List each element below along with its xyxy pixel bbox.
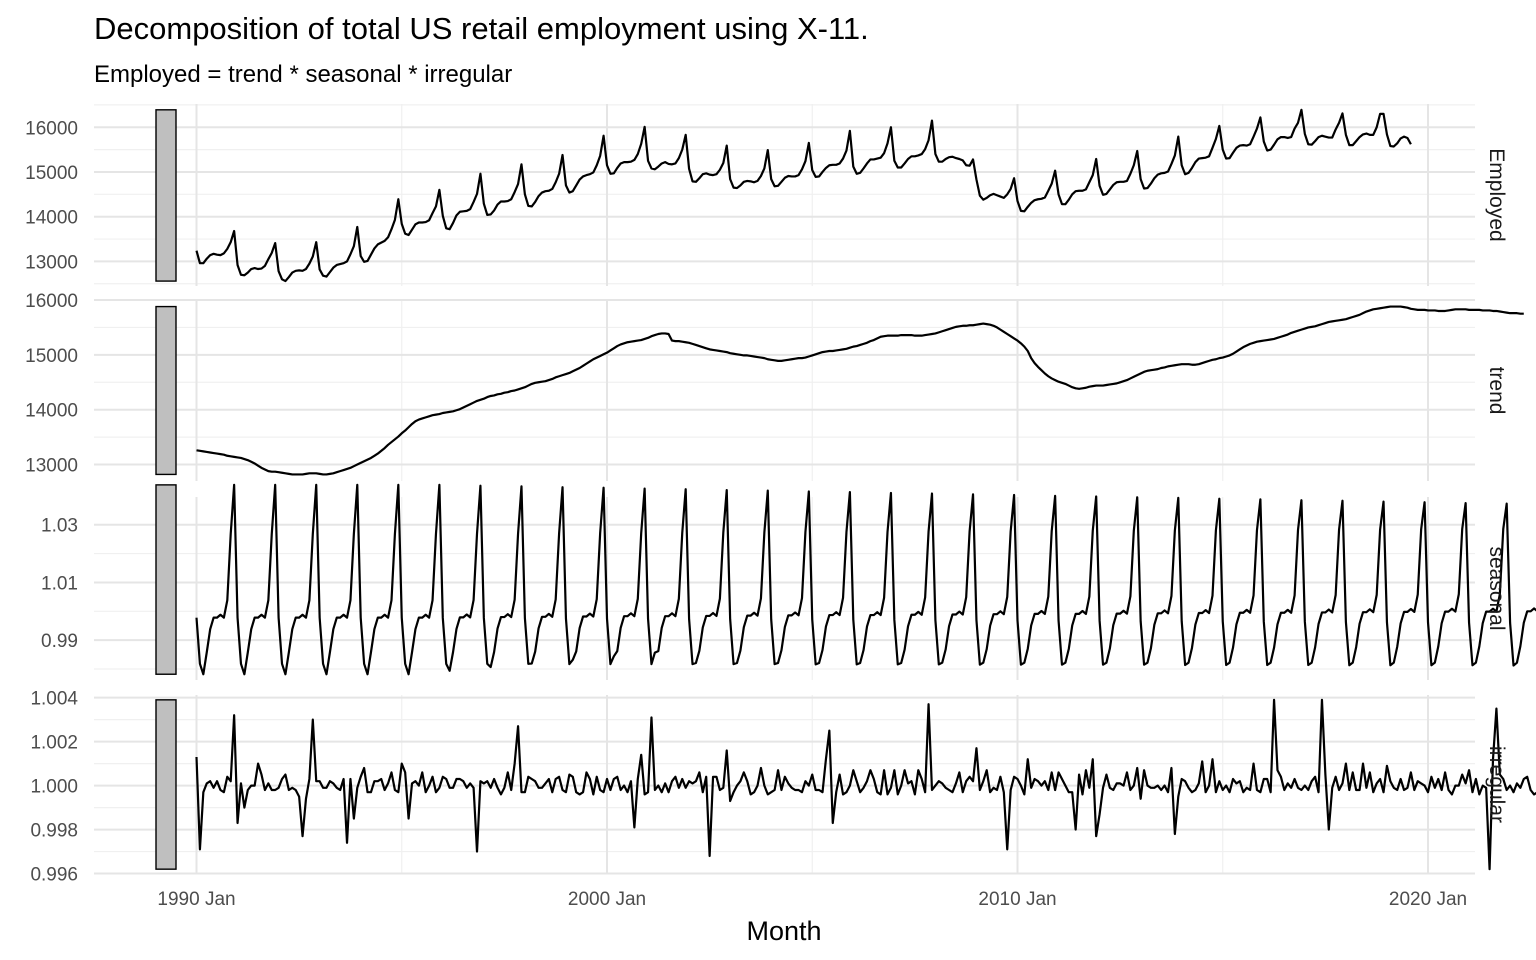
strip-label-seasonal: seasonal (1485, 546, 1508, 630)
y-tick-label: 0.998 (30, 821, 78, 842)
y-tick-label: 13000 (25, 456, 78, 477)
y-tick-label: 1.01 (41, 573, 78, 594)
series-line-irregular (195, 698, 1536, 871)
strip-label-employed: Employed (1485, 148, 1508, 241)
y-tick-label: 1.002 (30, 733, 78, 754)
y-tick-label: 0.996 (30, 865, 78, 886)
y-tick-label: 15000 (25, 163, 78, 184)
y-tick-label: 16000 (25, 118, 78, 139)
panel-trend: 13000 14000 15000 16000 trend (25, 291, 1524, 481)
y-tick-label: 14000 (25, 208, 78, 229)
x-tick-label: 2010 Jan (978, 889, 1056, 910)
y-tick-label: 0.99 (41, 631, 78, 652)
panel-irregular: 0.996 0.998 1.000 1.002 1.004 irregular (30, 689, 1536, 886)
range-bar (155, 484, 177, 675)
y-tick-label: 16000 (25, 291, 78, 312)
strip-label-trend: trend (1485, 367, 1508, 415)
range-bar (155, 109, 177, 282)
y-tick-label: 14000 (25, 401, 78, 422)
chart-subtitle: Employed = trend * seasonal * irregular (94, 61, 512, 88)
x-axis: 1990 Jan 2000 Jan 2010 Jan 2020 Jan (157, 889, 1467, 910)
y-tick-label: 15000 (25, 346, 78, 367)
y-tick-label: 1.000 (30, 777, 78, 798)
chart-title: Decomposition of total US retail employm… (94, 11, 869, 46)
y-tick-label: 13000 (25, 252, 78, 273)
series-line-trend (196, 305, 1524, 476)
series-line-seasonal (195, 483, 1536, 676)
panel-employed: 13000 14000 15000 16000 Employed (25, 104, 1508, 286)
x-tick-label: 2000 Jan (568, 889, 646, 910)
panels-group: 13000 14000 15000 16000 Employed 13000 14000 15… (25, 104, 1536, 886)
series-line-employed (195, 108, 1412, 283)
y-tick-label: 1.004 (30, 689, 78, 710)
range-bar (155, 699, 177, 870)
x-tick-label: 1990 Jan (157, 889, 235, 910)
strip-label-irregular: irregular (1485, 746, 1508, 823)
x-axis-title: Month (746, 916, 821, 946)
range-bar (155, 305, 177, 476)
x-tick-label: 2020 Jan (1389, 889, 1467, 910)
panel-seasonal: 0.99 1.01 1.03 seasonal (41, 483, 1536, 680)
y-tick-label: 1.03 (41, 516, 78, 537)
